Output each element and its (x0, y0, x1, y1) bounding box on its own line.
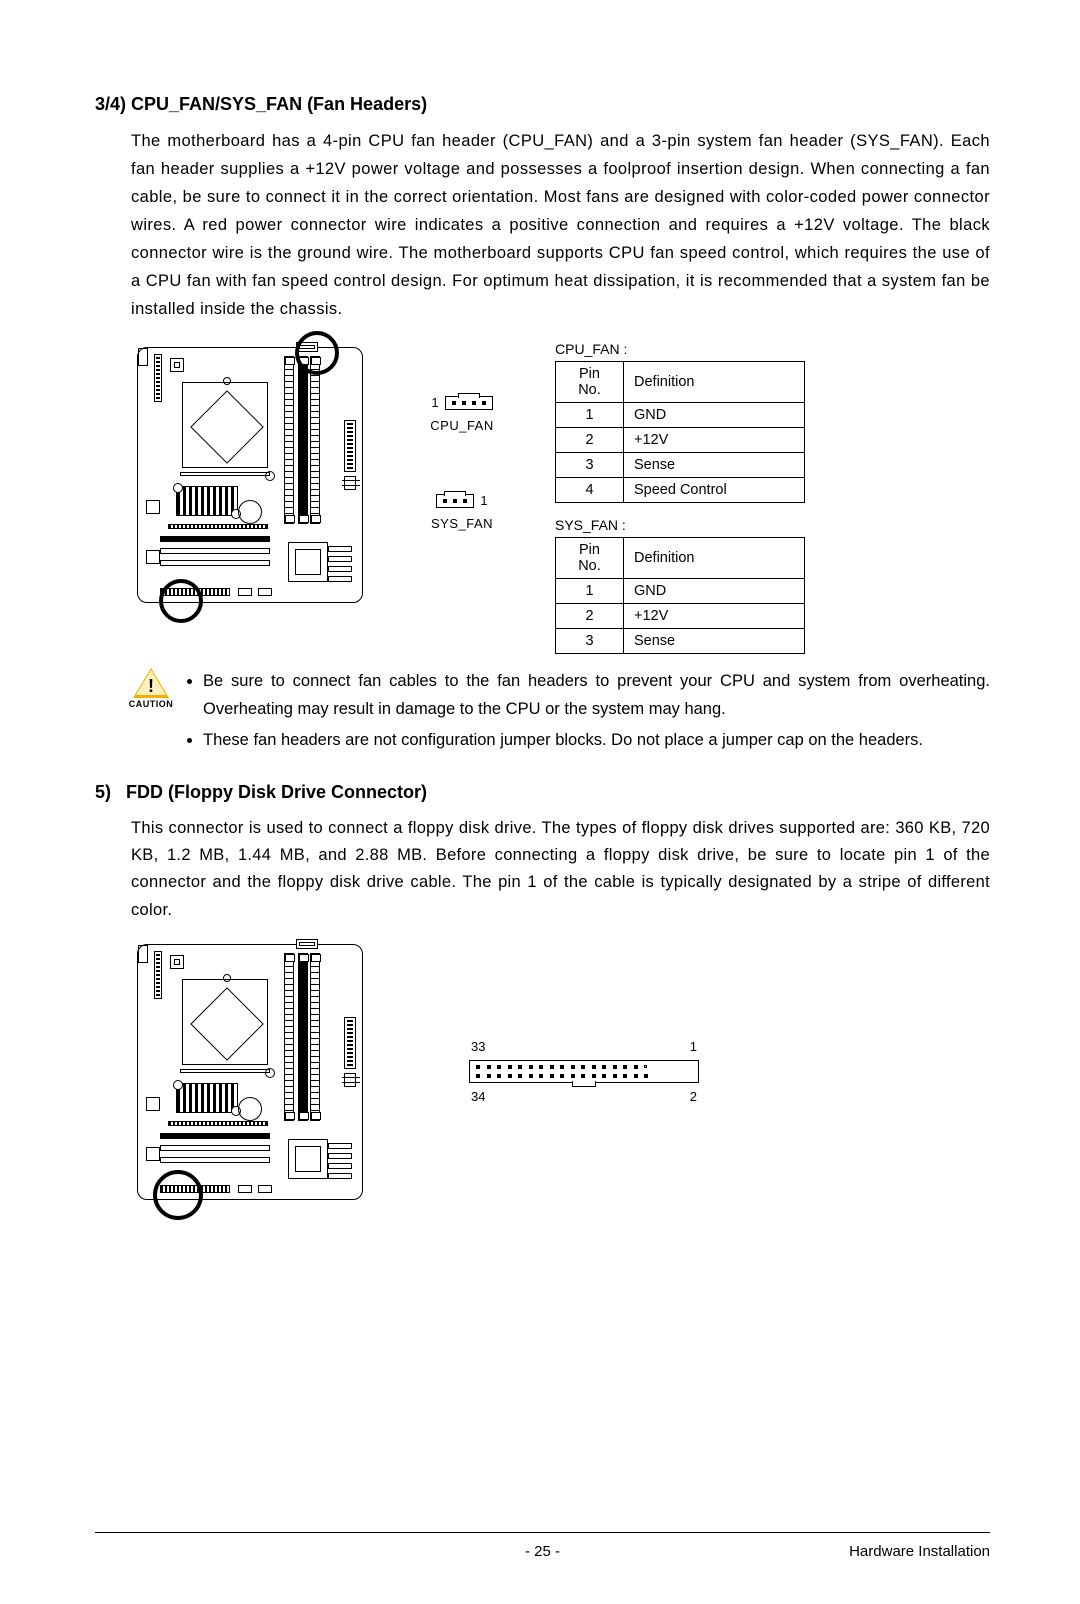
pinout-tables: CPU_FAN : Pin No. Definition 1GND 2+12V … (555, 341, 990, 654)
caution-block: ! CAUTION Be sure to connect fan cables … (131, 668, 990, 758)
list-item: Be sure to connect fan cables to the fan… (203, 668, 990, 722)
section-34-body: The motherboard has a 4-pin CPU fan head… (131, 127, 990, 323)
table-header-def: Definition (624, 362, 805, 403)
list-item: These fan headers are not configuration … (203, 727, 990, 754)
motherboard-outline (137, 944, 363, 1200)
table-row: 2+12V (556, 604, 805, 629)
caution-list: Be sure to connect fan cables to the fan… (183, 668, 990, 758)
table-header-def: Definition (624, 538, 805, 579)
table-header-pin: Pin No. (556, 362, 624, 403)
table-row: 2+12V (556, 428, 805, 453)
highlight-circle-cpufan (295, 331, 339, 375)
fdd-connector (469, 1060, 699, 1083)
fdd-pin-2: 2 (690, 1089, 697, 1104)
table-row: 4Speed Control (556, 478, 805, 503)
motherboard-diagram-2 (131, 938, 369, 1206)
section-heading-34: 3/4) CPU_FAN/SYS_FAN (Fan Headers) (95, 94, 990, 115)
footer-section: Hardware Installation (849, 1543, 990, 1560)
cpu-fan-figure: 1 CPU_FAN (430, 395, 493, 433)
table-header-pin: Pin No. (556, 538, 624, 579)
fdd-pin-34: 34 (471, 1089, 485, 1104)
section-5-figure-row: 33 1 34 2 (131, 938, 990, 1206)
cpu-fan-caption: CPU_FAN : (555, 341, 990, 357)
sys-fan-pin1: 1 (480, 493, 487, 508)
section-5-body: This connector is used to connect a flop… (131, 815, 990, 924)
cpu-fan-label: CPU_FAN (430, 418, 493, 433)
sys-fan-caption: SYS_FAN : (555, 517, 990, 533)
motherboard-diagram-1 (131, 341, 369, 609)
section-34-figure-row: 1 CPU_FAN 1 SYS_FAN CPU_FAN : Pin No. (131, 341, 990, 654)
fdd-pin-33: 33 (471, 1039, 485, 1054)
fdd-pin-1: 1 (690, 1039, 697, 1054)
page-number: - 25 - (525, 1543, 560, 1560)
manual-page: 3/4) CPU_FAN/SYS_FAN (Fan Headers) The m… (0, 0, 1080, 1604)
page-footer: - 25 - Hardware Installation (95, 1532, 990, 1560)
highlight-circle-fdd (153, 1170, 203, 1220)
cpu-fan-table: Pin No. Definition 1GND 2+12V 3Sense 4Sp… (555, 361, 805, 503)
sys-fan-table: Pin No. Definition 1GND 2+12V 3Sense (555, 537, 805, 654)
sys-fan-figure: 1 SYS_FAN (431, 493, 493, 531)
table-row: 1GND (556, 403, 805, 428)
fan-header-figures: 1 CPU_FAN 1 SYS_FAN (397, 341, 527, 654)
table-row: 1GND (556, 579, 805, 604)
motherboard-outline (137, 347, 363, 603)
section-heading-5: 5) FDD (Floppy Disk Drive Connector) (95, 782, 990, 803)
table-row: 3Sense (556, 629, 805, 654)
fdd-connector-figure: 33 1 34 2 (469, 1039, 699, 1104)
sys-fan-label: SYS_FAN (431, 516, 493, 531)
cpu-fan-pin1: 1 (431, 395, 438, 410)
table-row: 3Sense (556, 453, 805, 478)
caution-icon: ! CAUTION (131, 668, 171, 709)
highlight-circle-sysfan (159, 579, 203, 623)
